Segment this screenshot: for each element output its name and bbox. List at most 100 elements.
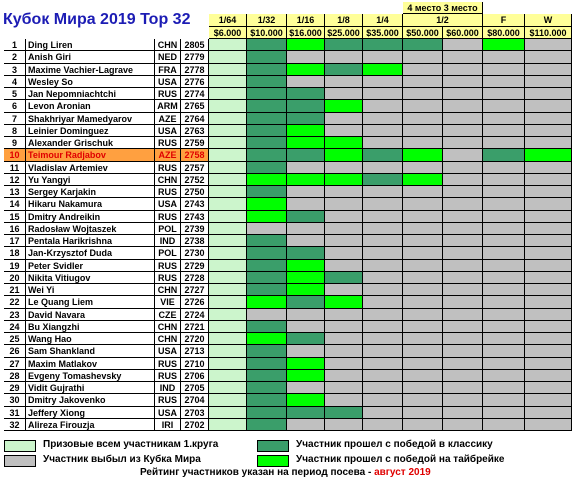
result-cell bbox=[483, 407, 525, 419]
result-cell bbox=[209, 419, 247, 431]
result-cell bbox=[483, 100, 525, 113]
player-rating: 2704 bbox=[181, 394, 209, 407]
result-cell bbox=[325, 333, 363, 345]
result-cell bbox=[483, 88, 525, 100]
result-cell bbox=[325, 64, 363, 76]
result-cell bbox=[403, 370, 443, 382]
result-cell bbox=[363, 309, 403, 321]
result-cell bbox=[525, 370, 572, 382]
rating-note-date: август 2019 bbox=[374, 467, 431, 478]
result-cell bbox=[287, 382, 325, 394]
result-cell bbox=[443, 394, 483, 407]
result-cell bbox=[525, 51, 572, 64]
result-cell bbox=[287, 149, 325, 162]
player-seed: 31 bbox=[4, 407, 26, 419]
player-name: Shakhriyar Mamedyarov bbox=[26, 113, 155, 125]
result-cell bbox=[287, 100, 325, 113]
player-country: CHN bbox=[155, 174, 181, 186]
player-name: Maxime Vachier-Lagrave bbox=[26, 64, 155, 76]
result-cell bbox=[287, 174, 325, 186]
result-cell bbox=[403, 186, 443, 198]
player-rating: 2759 bbox=[181, 137, 209, 149]
player-name: Yu Yangyi bbox=[26, 174, 155, 186]
player-rating: 2758 bbox=[181, 149, 209, 162]
semifinal-place-4: 4 место bbox=[407, 3, 442, 13]
player-rating: 2750 bbox=[181, 186, 209, 198]
prize-amount: $110.000 bbox=[525, 27, 572, 39]
player-rating: 2705 bbox=[181, 382, 209, 394]
result-cell bbox=[325, 358, 363, 370]
player-name: Radosław Wojtaszek bbox=[26, 223, 155, 235]
semifinal-places: 4 место 3 место bbox=[403, 2, 483, 14]
result-cell bbox=[287, 88, 325, 100]
result-cell bbox=[325, 296, 363, 309]
result-cell bbox=[403, 394, 443, 407]
result-cell bbox=[403, 382, 443, 394]
player-name: David Navara bbox=[26, 309, 155, 321]
result-cell bbox=[363, 284, 403, 296]
result-cell bbox=[363, 76, 403, 88]
player-country: POL bbox=[155, 223, 181, 235]
player-rating: 2765 bbox=[181, 100, 209, 113]
player-country: AZE bbox=[155, 113, 181, 125]
player-rating: 2706 bbox=[181, 370, 209, 382]
result-cell bbox=[325, 260, 363, 272]
result-cell bbox=[483, 39, 525, 51]
result-cell bbox=[325, 309, 363, 321]
result-cell bbox=[209, 137, 247, 149]
player-seed: 17 bbox=[4, 235, 26, 247]
player-seed: 12 bbox=[4, 174, 26, 186]
player-seed: 13 bbox=[4, 186, 26, 198]
player-rating: 2757 bbox=[181, 162, 209, 174]
result-cell bbox=[525, 345, 572, 358]
result-cell bbox=[483, 247, 525, 260]
legend-classic-win: Участник прошел с победой в классику bbox=[296, 439, 493, 450]
result-cell bbox=[325, 235, 363, 247]
player-country: AZE bbox=[155, 149, 181, 162]
player-seed: 15 bbox=[4, 211, 26, 223]
result-cell bbox=[247, 64, 287, 76]
player-rating: 2720 bbox=[181, 333, 209, 345]
result-cell bbox=[247, 186, 287, 198]
result-cell bbox=[403, 345, 443, 358]
result-cell bbox=[247, 100, 287, 113]
result-cell bbox=[403, 51, 443, 64]
legend-swatch-prize-all bbox=[4, 440, 36, 452]
result-cell bbox=[443, 247, 483, 260]
player-country: RUS bbox=[155, 358, 181, 370]
result-cell bbox=[325, 174, 363, 186]
result-cell bbox=[209, 333, 247, 345]
player-name: Peter Svidler bbox=[26, 260, 155, 272]
player-name: Alireza Firouzja bbox=[26, 419, 155, 431]
result-cell bbox=[287, 419, 325, 431]
result-cell bbox=[247, 223, 287, 235]
result-cell bbox=[443, 260, 483, 272]
player-name: Dmitry Andreikin bbox=[26, 211, 155, 223]
result-cell bbox=[363, 51, 403, 64]
result-cell bbox=[209, 174, 247, 186]
result-cell bbox=[287, 211, 325, 223]
result-cell bbox=[483, 51, 525, 64]
result-cell bbox=[443, 39, 483, 51]
rating-note-text: Рейтинг участников указан на период посе… bbox=[140, 467, 372, 478]
result-cell bbox=[209, 394, 247, 407]
result-cell bbox=[209, 211, 247, 223]
result-cell bbox=[363, 88, 403, 100]
result-cell bbox=[525, 382, 572, 394]
result-cell bbox=[287, 333, 325, 345]
rating-note: Рейтинг участников указан на период посе… bbox=[140, 467, 431, 478]
result-cell bbox=[443, 370, 483, 382]
player-name: Wesley So bbox=[26, 76, 155, 88]
result-cell bbox=[325, 272, 363, 284]
result-cell bbox=[443, 174, 483, 186]
player-rating: 2778 bbox=[181, 64, 209, 76]
player-seed: 21 bbox=[4, 284, 26, 296]
legend-swatch-tiebreak-win bbox=[257, 455, 289, 467]
player-rating: 2763 bbox=[181, 125, 209, 137]
result-cell bbox=[287, 235, 325, 247]
result-cell bbox=[525, 272, 572, 284]
result-cell bbox=[209, 382, 247, 394]
result-cell bbox=[363, 333, 403, 345]
player-name: Vidit Gujrathi bbox=[26, 382, 155, 394]
result-cell bbox=[443, 223, 483, 235]
